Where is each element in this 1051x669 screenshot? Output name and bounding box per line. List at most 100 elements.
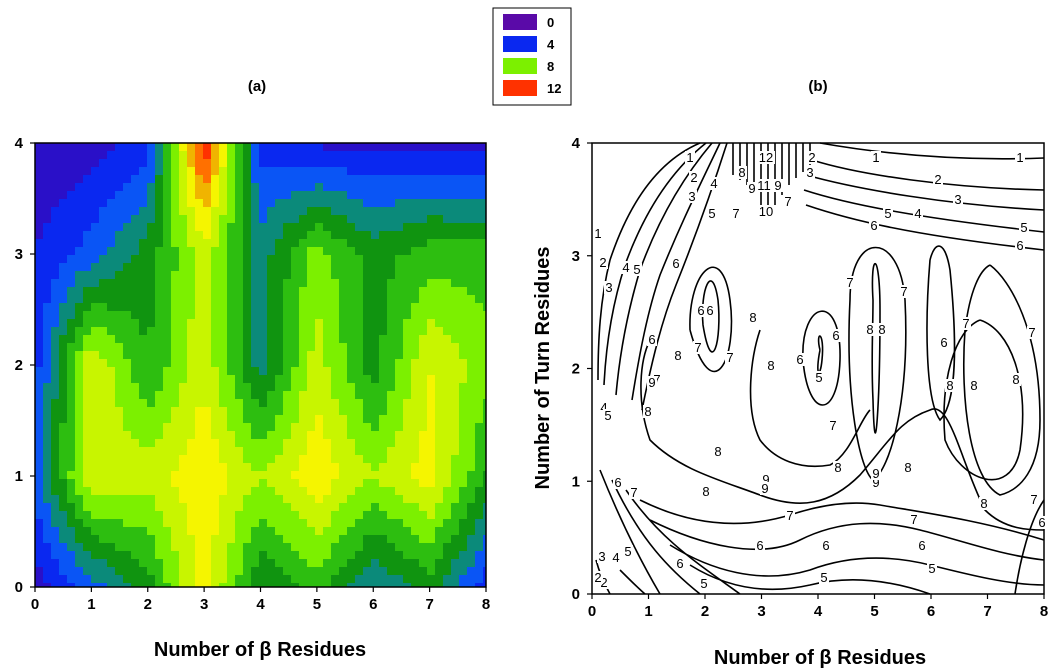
heatmap-cell	[387, 583, 396, 588]
heatmap-cell	[43, 167, 52, 176]
heatmap-cell	[107, 383, 116, 392]
heatmap-cell	[419, 543, 428, 552]
heatmap-cell	[179, 303, 188, 312]
heatmap-cell	[163, 335, 172, 344]
heatmap-cell	[43, 295, 52, 304]
heatmap-cell	[459, 351, 468, 360]
heatmap-cell	[307, 367, 316, 376]
heatmap-cell	[43, 311, 52, 320]
heatmap-cell	[475, 311, 484, 320]
heatmap-cell	[75, 207, 84, 216]
heatmap-cell	[435, 431, 444, 440]
contour-label: 1	[686, 150, 693, 165]
heatmap-cell	[443, 239, 452, 248]
heatmap-cell	[379, 383, 388, 392]
heatmap-cell	[131, 175, 140, 184]
heatmap-cell	[283, 503, 292, 512]
heatmap-cell	[35, 439, 44, 448]
heatmap-cell	[419, 383, 428, 392]
heatmap-cell	[395, 199, 404, 208]
heatmap-cell	[43, 375, 52, 384]
heatmap-cell	[387, 367, 396, 376]
heatmap-cell	[331, 327, 340, 336]
heatmap-cell	[211, 343, 220, 352]
heatmap-cell	[387, 463, 396, 472]
x-tick-label: 8	[482, 596, 490, 613]
heatmap-cell	[275, 199, 284, 208]
heatmap-cell	[43, 391, 52, 400]
heatmap-cell	[339, 511, 348, 520]
heatmap-cell	[283, 559, 292, 568]
heatmap-cell	[171, 551, 180, 560]
heatmap-cell	[435, 199, 444, 208]
y-tick-label: 2	[572, 361, 580, 378]
heatmap-cell	[227, 295, 236, 304]
heatmap-cell	[195, 575, 204, 584]
heatmap-cell	[163, 503, 172, 512]
heatmap-cell	[459, 543, 468, 552]
heatmap-cell	[35, 447, 44, 456]
heatmap-cell	[427, 247, 436, 256]
heatmap-cell	[291, 559, 300, 568]
heatmap-cell	[259, 183, 268, 192]
heatmap-cell	[187, 271, 196, 280]
heatmap-cell	[195, 447, 204, 456]
heatmap-cell	[51, 167, 60, 176]
heatmap-cell	[251, 519, 260, 528]
heatmap-cell	[67, 151, 76, 160]
heatmap-cell	[43, 559, 52, 568]
heatmap-cell	[83, 311, 92, 320]
heatmap-cell	[339, 399, 348, 408]
heatmap-cell	[227, 391, 236, 400]
heatmap-cell	[171, 295, 180, 304]
heatmap-cell	[211, 175, 220, 184]
heatmap-cell	[243, 367, 252, 376]
heatmap-cell	[315, 487, 324, 496]
heatmap-cell	[235, 575, 244, 584]
heatmap-cell	[83, 471, 92, 480]
heatmap-cell	[419, 263, 428, 272]
heatmap-cell	[211, 583, 220, 588]
heatmap-cell	[211, 351, 220, 360]
heatmap-cell	[403, 487, 412, 496]
heatmap-cell	[235, 367, 244, 376]
heatmap-cell	[171, 359, 180, 368]
heatmap-cell	[171, 527, 180, 536]
heatmap-cell	[435, 263, 444, 272]
heatmap-cell	[115, 199, 124, 208]
heatmap-cell	[371, 279, 380, 288]
contour-label-bg	[713, 445, 723, 458]
heatmap-cell	[43, 527, 52, 536]
heatmap-cell	[291, 327, 300, 336]
heatmap-cell	[43, 159, 52, 168]
heatmap-cell	[275, 511, 284, 520]
heatmap-cell	[475, 559, 484, 568]
heatmap-cell	[115, 479, 124, 488]
heatmap-cell	[179, 143, 188, 152]
heatmap-cell	[363, 487, 372, 496]
heatmap-cell	[451, 143, 460, 152]
heatmap-cell	[307, 487, 316, 496]
heatmap-cell	[323, 207, 332, 216]
heatmap-cell	[139, 495, 148, 504]
heatmap-cell	[131, 191, 140, 200]
heatmap-cell	[363, 583, 372, 588]
heatmap-cell	[347, 487, 356, 496]
heatmap-cell	[155, 311, 164, 320]
heatmap-cell	[371, 311, 380, 320]
heatmap-cell	[323, 423, 332, 432]
heatmap-cell	[283, 247, 292, 256]
heatmap-cell	[35, 159, 44, 168]
contour-label: 2	[594, 570, 601, 585]
heatmap-cell	[43, 319, 52, 328]
heatmap-cell	[147, 271, 156, 280]
heatmap-cell	[379, 191, 388, 200]
contour-label-bg	[819, 571, 829, 584]
heatmap-cell	[227, 151, 236, 160]
heatmap-cell	[67, 247, 76, 256]
heatmap-cell	[91, 263, 100, 272]
heatmap-cell	[379, 303, 388, 312]
heatmap-cell	[387, 311, 396, 320]
heatmap-cell	[411, 303, 420, 312]
heatmap-cell	[243, 279, 252, 288]
